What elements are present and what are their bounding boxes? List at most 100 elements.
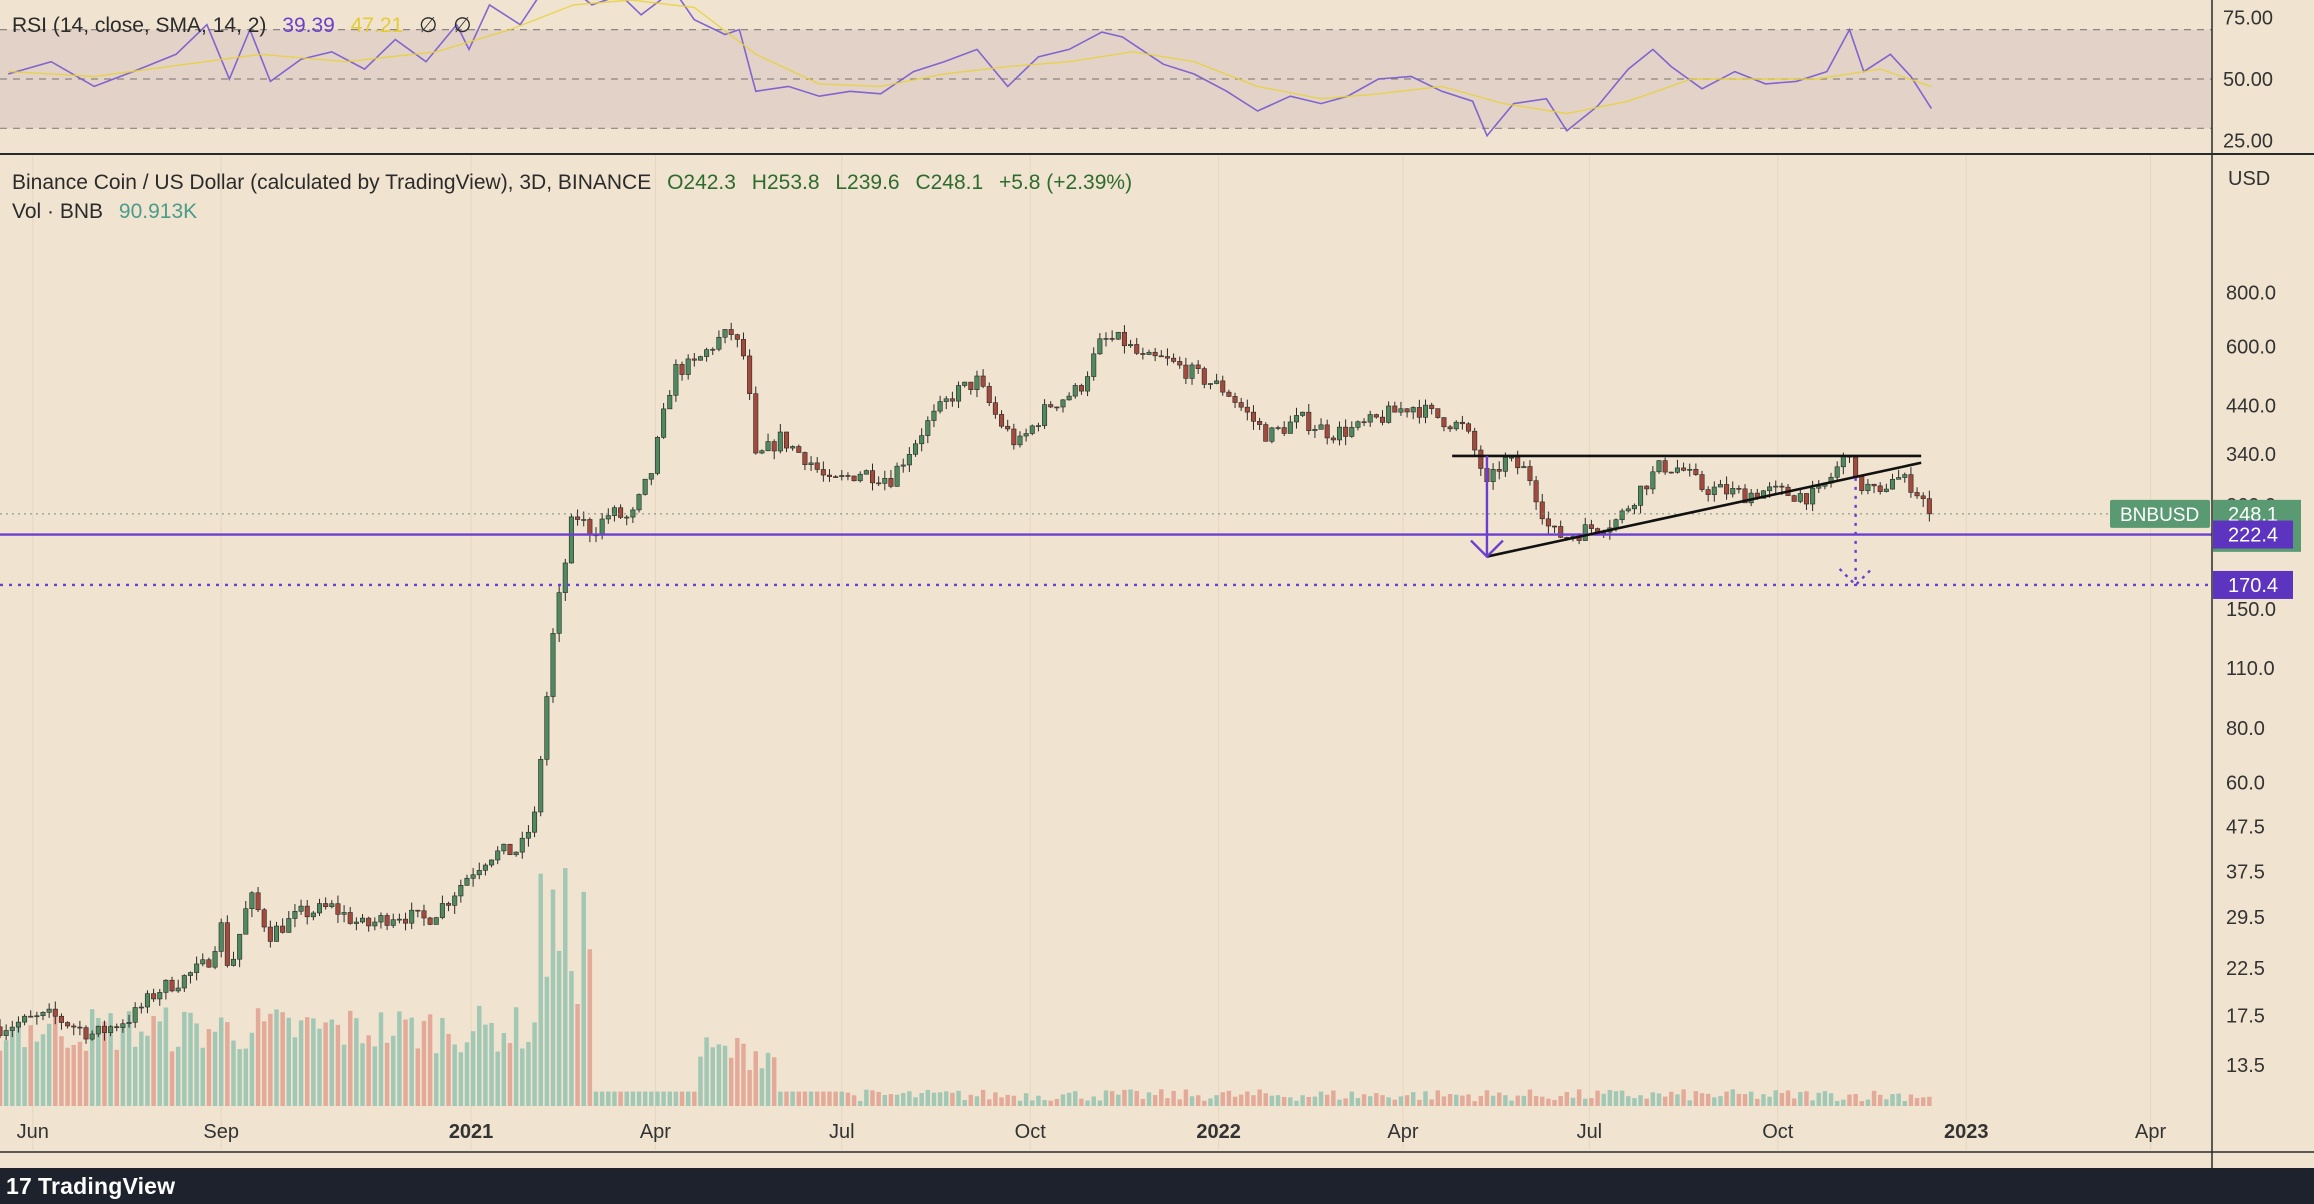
- volume-bar: [231, 1040, 236, 1106]
- target-price-label[interactable]: [2213, 570, 2293, 599]
- volume-bar: [667, 1091, 672, 1106]
- candle: [1552, 525, 1558, 528]
- volume-bar: [962, 1100, 967, 1106]
- volume-bar: [735, 1037, 740, 1106]
- volume-bar: [821, 1091, 826, 1106]
- candle: [513, 851, 519, 856]
- volume-bar: [366, 1035, 371, 1106]
- candle: [28, 1015, 34, 1018]
- volume-bar: [1435, 1090, 1441, 1106]
- volume-bar: [1521, 1095, 1527, 1106]
- candle: [1914, 492, 1920, 497]
- volume-bar: [1159, 1089, 1164, 1106]
- candle: [1816, 485, 1822, 489]
- candle: [65, 1022, 71, 1027]
- candle: [685, 358, 691, 375]
- tradingview-logo[interactable]: 17 TradingView: [6, 1173, 175, 1200]
- candle: [1902, 474, 1908, 478]
- candle: [556, 592, 562, 634]
- candle: [1896, 477, 1902, 480]
- candle: [1871, 483, 1877, 487]
- candle: [1195, 364, 1201, 369]
- price-tick-label: 800.0: [2226, 282, 2276, 304]
- candle: [114, 1026, 120, 1028]
- support-price-label[interactable]: [2213, 520, 2293, 549]
- candle: [1730, 488, 1736, 495]
- volume-bar: [704, 1037, 709, 1106]
- volume-bar: [1564, 1092, 1570, 1106]
- candle: [636, 494, 642, 511]
- volume-bar: [1269, 1095, 1275, 1106]
- volume-bar: [1613, 1091, 1619, 1106]
- volume-bar: [458, 1052, 464, 1106]
- candle: [1085, 376, 1091, 392]
- volume-bar: [1472, 1101, 1477, 1106]
- volume-bar: [16, 1027, 21, 1106]
- volume-bar: [728, 1057, 734, 1106]
- volume-bar: [59, 1036, 64, 1106]
- volume-bar: [1251, 1095, 1256, 1106]
- candle: [1791, 495, 1797, 502]
- ohlc-high: H253.8: [751, 171, 820, 194]
- volume-bar: [612, 1091, 617, 1106]
- candle: [949, 398, 955, 402]
- volume-bar: [1097, 1100, 1103, 1106]
- volume-bar: [71, 1044, 76, 1106]
- price-tick-label: 47.5: [2226, 817, 2265, 839]
- volume-bar: [1822, 1091, 1828, 1106]
- volume-bar: [1183, 1089, 1189, 1106]
- volume-bar: [722, 1045, 728, 1106]
- volume-bar: [1005, 1094, 1010, 1106]
- candle: [1619, 510, 1625, 521]
- volume-bar: [839, 1091, 845, 1106]
- volume-bar: [778, 1091, 783, 1106]
- volume-bar: [1742, 1094, 1748, 1106]
- candle: [618, 507, 624, 518]
- candle: [1109, 338, 1115, 340]
- volume-bar: [1632, 1098, 1637, 1106]
- candle: [1060, 399, 1066, 408]
- volume-bar: [1785, 1090, 1791, 1106]
- candle: [1275, 427, 1281, 429]
- volume-bar: [1288, 1097, 1293, 1106]
- rsi-tick-label: 75.00: [2223, 7, 2273, 29]
- volume-bar: [1208, 1098, 1213, 1106]
- volume-bar: [1429, 1099, 1434, 1106]
- triangle-support-line[interactable]: [1486, 461, 1922, 558]
- candle: [470, 874, 476, 879]
- candle: [316, 903, 323, 914]
- candle: [1269, 427, 1275, 442]
- volume-bar: [753, 1051, 758, 1106]
- time-tick-label: Oct: [1762, 1121, 1794, 1143]
- rsi-legend: RSI (14, close, SMA, 14, 2) 39.39 47.21 …: [12, 13, 482, 38]
- candle: [624, 516, 630, 519]
- price-axis[interactable]: 75.0050.0025.00USD800.0600.0440.0340.026…: [0, 0, 2314, 1168]
- candle: [1078, 385, 1084, 392]
- candle: [796, 446, 802, 453]
- candle: [599, 518, 605, 536]
- candle: [1042, 404, 1048, 426]
- candle: [1613, 519, 1619, 529]
- price-pane[interactable]: [0, 155, 2212, 1150]
- candle: [544, 696, 550, 760]
- volume-bar: [1042, 1099, 1047, 1106]
- candle: [1281, 427, 1287, 434]
- candle: [163, 979, 169, 993]
- candle: [267, 926, 273, 942]
- symbol-description[interactable]: Binance Coin / US Dollar (calculated by …: [12, 171, 652, 194]
- volume-bar: [944, 1091, 949, 1106]
- volume-bar: [329, 1019, 335, 1106]
- volume-bar: [1152, 1095, 1158, 1106]
- candle: [1072, 385, 1078, 397]
- volume-bar: [1484, 1090, 1490, 1106]
- candle: [212, 951, 218, 968]
- rsi-legend-empty-2: ∅: [453, 14, 472, 37]
- volume-bar: [1195, 1095, 1201, 1106]
- volume-bar: [1361, 1094, 1367, 1106]
- candle: [765, 441, 771, 452]
- volume-bar: [1214, 1095, 1219, 1106]
- candle: [1330, 437, 1336, 441]
- volume-bar: [28, 1025, 33, 1106]
- volume-bar: [384, 1042, 390, 1106]
